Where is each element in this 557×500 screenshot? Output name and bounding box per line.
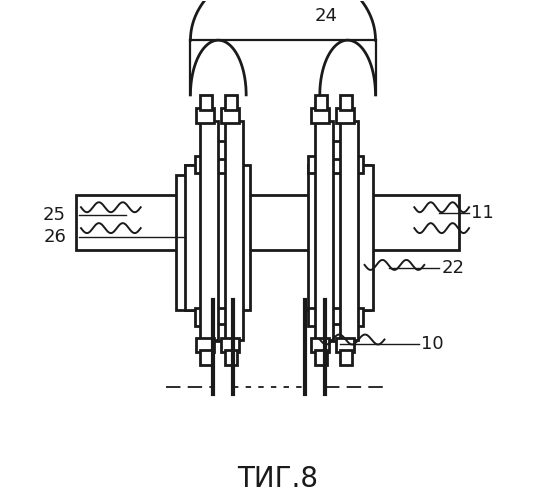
Bar [320,176,350,310]
Bar [308,166,373,310]
Bar [203,140,233,158]
Bar [221,338,239,352]
Text: 25: 25 [43,206,66,224]
Bar [340,95,351,110]
Bar [201,120,218,340]
Text: ΤИГ.8: ΤИГ.8 [237,464,319,492]
Text: 11: 11 [471,204,494,222]
Bar [315,120,333,340]
Bar [316,324,354,342]
Text: 22: 22 [441,259,464,277]
Text: 10: 10 [421,336,444,353]
Bar [203,324,233,342]
Bar [316,140,354,158]
Bar [201,350,212,366]
Bar [308,308,363,326]
Bar [76,196,459,250]
Bar [315,350,327,366]
Bar [320,166,369,310]
Bar [311,108,329,122]
Bar [196,156,240,174]
Text: 24: 24 [315,8,338,26]
Bar [197,338,214,352]
Bar [336,338,354,352]
Bar [225,95,237,110]
Bar [197,108,214,122]
Bar [201,95,212,110]
Bar [196,308,240,326]
Bar [340,350,351,366]
Bar [336,108,354,122]
Bar [185,166,235,310]
Bar [308,156,363,174]
Bar [221,108,239,122]
Bar [311,338,329,352]
Bar [225,120,243,340]
Text: 26: 26 [43,228,66,246]
Bar [185,166,250,310]
Bar [340,120,358,340]
Bar [225,350,237,366]
Bar [211,180,235,304]
Bar [315,95,327,110]
Bar [175,176,206,310]
